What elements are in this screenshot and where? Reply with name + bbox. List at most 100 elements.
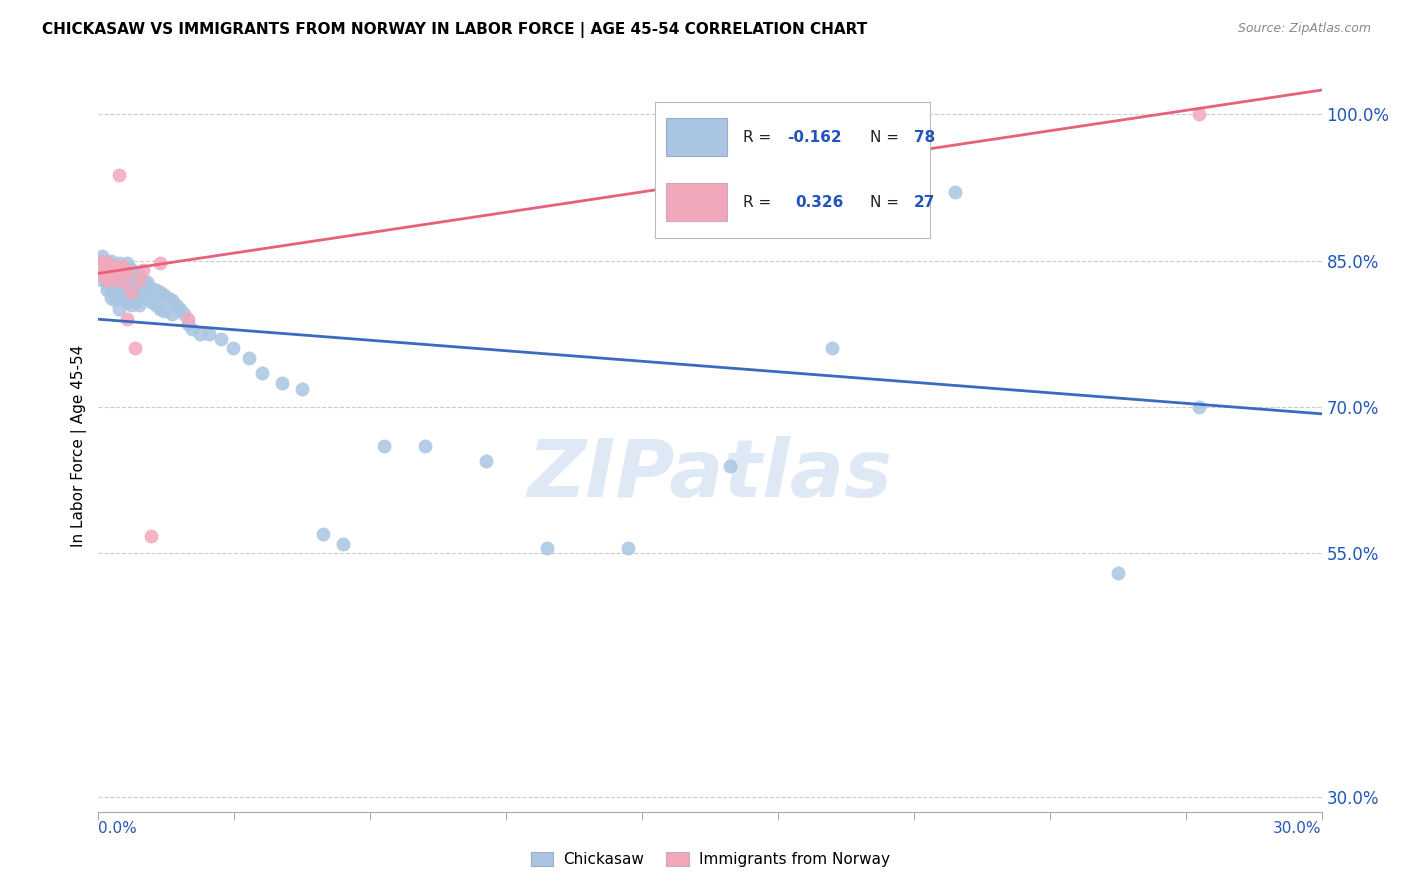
Point bbox=[250, 366, 273, 380]
Point bbox=[156, 291, 179, 305]
Point bbox=[104, 259, 127, 273]
Point bbox=[108, 168, 131, 182]
Point bbox=[617, 541, 640, 556]
Point bbox=[100, 291, 122, 305]
Point bbox=[120, 285, 142, 299]
Point bbox=[124, 281, 146, 295]
Point bbox=[197, 326, 219, 341]
Point bbox=[111, 259, 134, 273]
Point bbox=[108, 281, 131, 295]
Legend: Chickasaw, Immigrants from Norway: Chickasaw, Immigrants from Norway bbox=[524, 847, 896, 873]
Point bbox=[291, 383, 314, 397]
Point bbox=[173, 307, 195, 321]
Point bbox=[111, 275, 134, 289]
Point bbox=[96, 255, 118, 269]
Point bbox=[943, 186, 966, 200]
Point bbox=[474, 453, 498, 467]
Point bbox=[128, 273, 150, 287]
Point bbox=[96, 265, 118, 279]
Point bbox=[91, 255, 114, 269]
Point bbox=[96, 283, 118, 297]
Point bbox=[821, 342, 844, 356]
Text: Source: ZipAtlas.com: Source: ZipAtlas.com bbox=[1237, 22, 1371, 36]
Point bbox=[100, 283, 122, 297]
Point bbox=[136, 291, 159, 305]
Point bbox=[115, 265, 138, 279]
Point bbox=[100, 275, 122, 289]
Point bbox=[111, 263, 134, 277]
Point bbox=[141, 294, 163, 309]
Point bbox=[720, 458, 742, 473]
Point bbox=[160, 307, 183, 321]
Point bbox=[120, 285, 142, 299]
Point bbox=[270, 376, 294, 390]
Point bbox=[222, 342, 245, 356]
Point bbox=[104, 259, 127, 273]
Text: CHICKASAW VS IMMIGRANTS FROM NORWAY IN LABOR FORCE | AGE 45-54 CORRELATION CHART: CHICKASAW VS IMMIGRANTS FROM NORWAY IN L… bbox=[42, 22, 868, 38]
Point bbox=[96, 273, 118, 287]
Text: 30.0%: 30.0% bbox=[1274, 822, 1322, 836]
Point bbox=[91, 268, 114, 283]
Point bbox=[145, 297, 167, 311]
Point bbox=[96, 268, 118, 283]
Point bbox=[413, 439, 436, 453]
Point bbox=[115, 312, 138, 326]
Point bbox=[108, 302, 131, 317]
Point bbox=[100, 253, 122, 268]
Point bbox=[120, 297, 142, 311]
Point bbox=[124, 294, 146, 309]
Point bbox=[108, 268, 131, 283]
Point bbox=[100, 265, 122, 279]
Point bbox=[104, 283, 127, 297]
Point bbox=[373, 439, 395, 453]
Point bbox=[124, 342, 146, 356]
Point bbox=[149, 285, 172, 299]
Point bbox=[96, 260, 118, 275]
Point bbox=[332, 536, 354, 550]
Point bbox=[111, 278, 134, 293]
Point bbox=[1188, 107, 1211, 121]
Y-axis label: In Labor Force | Age 45-54: In Labor Force | Age 45-54 bbox=[72, 345, 87, 547]
Point bbox=[177, 317, 200, 331]
Point bbox=[104, 293, 127, 307]
Point bbox=[128, 297, 150, 311]
Point bbox=[108, 263, 131, 277]
Point bbox=[149, 255, 172, 269]
Point bbox=[1188, 400, 1211, 414]
Point bbox=[100, 265, 122, 279]
Point bbox=[136, 275, 159, 289]
Point bbox=[165, 297, 187, 311]
Point bbox=[115, 268, 138, 283]
Point bbox=[141, 281, 163, 295]
Point bbox=[115, 255, 138, 269]
Point bbox=[152, 288, 174, 302]
Point bbox=[152, 304, 174, 318]
Point bbox=[169, 302, 191, 317]
Text: 0.0%: 0.0% bbox=[98, 822, 138, 836]
Point bbox=[132, 273, 155, 287]
Point bbox=[91, 263, 114, 277]
Point bbox=[145, 283, 167, 297]
Text: ZIPatlas: ZIPatlas bbox=[527, 436, 893, 515]
Point bbox=[100, 260, 122, 275]
Point bbox=[160, 293, 183, 307]
Point bbox=[177, 312, 200, 326]
Point bbox=[91, 253, 114, 268]
Point bbox=[120, 261, 142, 276]
Point bbox=[91, 259, 114, 273]
Point bbox=[141, 529, 163, 543]
Point bbox=[209, 332, 232, 346]
Point bbox=[96, 278, 118, 293]
Point bbox=[104, 271, 127, 285]
Point bbox=[111, 291, 134, 305]
Point bbox=[124, 265, 146, 279]
Point bbox=[132, 263, 155, 277]
Point bbox=[1107, 566, 1129, 580]
Point bbox=[536, 541, 558, 556]
Point bbox=[312, 526, 335, 541]
Point bbox=[132, 288, 155, 302]
Point bbox=[181, 322, 204, 336]
Point bbox=[100, 273, 122, 287]
Point bbox=[128, 268, 150, 283]
Point bbox=[238, 351, 260, 366]
